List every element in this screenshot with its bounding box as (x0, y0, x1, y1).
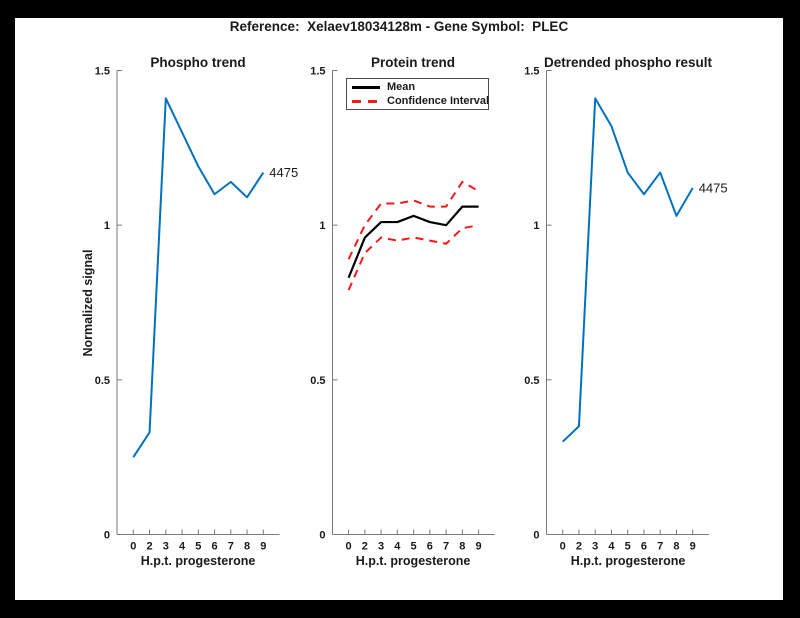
x-tick-label: 9 (476, 541, 482, 553)
subplot2-title: Protein trend (370, 55, 455, 70)
x-tick-label: 7 (657, 541, 663, 553)
series-end-label: 4475 (699, 181, 728, 196)
series-line-confidence-lower (347, 224, 479, 291)
y-tick-label: 1 (533, 220, 539, 232)
mean-line-sample-icon (352, 85, 380, 89)
legend-item-confidence-interval: Confidence Interval (352, 94, 490, 108)
x-tick-label: 5 (195, 541, 201, 553)
y-tick-label: 1 (319, 220, 325, 232)
x-tick-label: 5 (411, 541, 417, 553)
series-line-confidence-upper (347, 180, 480, 260)
legend-item-mean: Mean (352, 80, 488, 94)
y-tick-label: 0.5 (524, 375, 539, 387)
legend-box: Mean Confidence Interval (346, 78, 489, 110)
y-tick-label: 0 (104, 530, 110, 542)
series-end-label: 4475 (269, 165, 298, 180)
x-tick-label: 4 (179, 541, 186, 553)
series-line-mean (347, 205, 479, 279)
subplot2-x-axis-label: H.p.t. progesterone (355, 554, 471, 568)
x-tick-label: 0 (346, 541, 352, 553)
x-tick-label: 7 (443, 541, 449, 553)
x-tick-label: 3 (378, 541, 384, 553)
legend-label-mean: Mean (387, 81, 416, 93)
x-tick-label: 5 (625, 541, 631, 553)
confidence-interval-line-sample-icon (352, 99, 380, 103)
x-tick-label: 2 (576, 541, 582, 553)
y-tick-label: 0.5 (310, 375, 325, 387)
x-tick-label: 3 (592, 541, 598, 553)
x-tick-label: 0 (560, 541, 566, 553)
y-tick-label: 0 (533, 530, 539, 542)
series-line-phospho-trend (132, 97, 265, 458)
y-tick-label: 0.5 (95, 375, 110, 387)
y-tick-label: 1.5 (524, 66, 539, 78)
x-tick-label: 9 (260, 541, 266, 553)
figure-background (15, 18, 783, 600)
x-tick-label: 8 (459, 541, 465, 553)
x-tick-label: 8 (244, 541, 250, 553)
y-tick-label: 1 (104, 220, 110, 232)
x-tick-label: 6 (427, 541, 433, 553)
x-tick-label: 8 (673, 541, 679, 553)
y-tick-label: 0 (319, 530, 325, 542)
x-tick-label: 2 (146, 541, 152, 553)
x-tick-label: 7 (228, 541, 234, 553)
figure-title: Reference: Xelaev18034128m - Gene Symbol… (229, 19, 569, 34)
subplot3-title: Detrended phospho result (543, 55, 712, 70)
x-tick-label: 2 (362, 541, 368, 553)
x-tick-label: 6 (211, 541, 217, 553)
x-tick-label: 9 (690, 541, 696, 553)
series-line-detrended-phospho (562, 97, 694, 443)
y-tick-label: 1.5 (310, 66, 325, 78)
subplot1-x-axis-label: H.p.t. progesterone (140, 554, 256, 568)
subplot1-title: Phospho trend (150, 55, 246, 70)
x-tick-label: 4 (608, 541, 615, 553)
x-tick-label: 3 (163, 541, 169, 553)
x-tick-label: 6 (641, 541, 647, 553)
legend-label-confidence-interval: Confidence Interval (387, 95, 490, 107)
x-tick-label: 0 (130, 541, 136, 553)
x-tick-label: 4 (394, 541, 401, 553)
y-tick-label: 1.5 (95, 66, 110, 78)
subplot3-x-axis-label: H.p.t. progesterone (570, 554, 686, 568)
